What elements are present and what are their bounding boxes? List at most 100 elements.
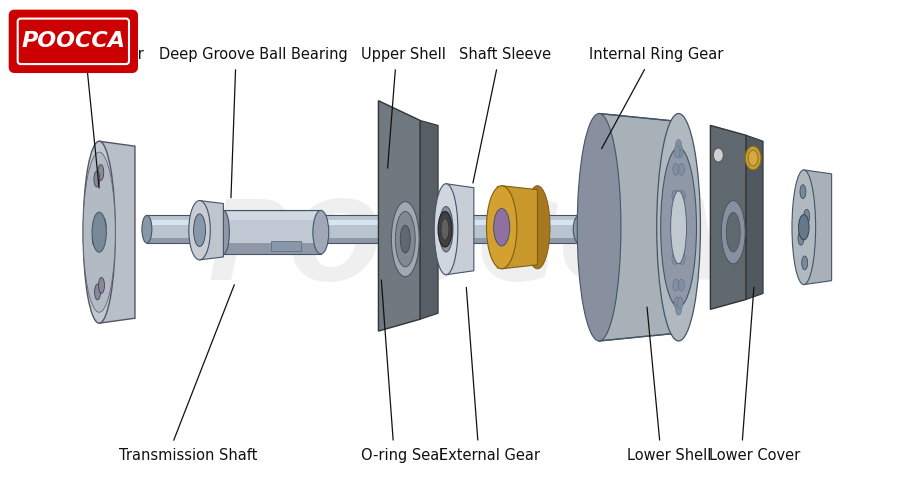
Polygon shape: [501, 186, 537, 269]
Ellipse shape: [680, 252, 685, 264]
Polygon shape: [497, 206, 506, 216]
Ellipse shape: [714, 148, 724, 162]
Polygon shape: [497, 192, 506, 204]
Ellipse shape: [487, 186, 517, 269]
Polygon shape: [804, 170, 832, 284]
Polygon shape: [497, 206, 506, 216]
Ellipse shape: [657, 114, 700, 341]
Polygon shape: [497, 224, 506, 231]
Ellipse shape: [673, 164, 679, 175]
Polygon shape: [446, 184, 474, 274]
Polygon shape: [497, 250, 506, 262]
Ellipse shape: [677, 297, 683, 309]
Ellipse shape: [438, 212, 452, 247]
Text: POOCCA: POOCCA: [208, 196, 727, 304]
Ellipse shape: [673, 279, 679, 291]
Ellipse shape: [100, 218, 106, 234]
Ellipse shape: [441, 218, 449, 240]
Ellipse shape: [434, 184, 458, 274]
Text: Transmission Shaft: Transmission Shaft: [119, 448, 257, 463]
Ellipse shape: [525, 186, 550, 269]
Polygon shape: [497, 224, 506, 231]
Text: Internal Ring Gear: Internal Ring Gear: [589, 47, 723, 62]
Ellipse shape: [674, 297, 680, 309]
Ellipse shape: [661, 148, 697, 307]
Bar: [223, 210, 320, 254]
Ellipse shape: [798, 232, 804, 245]
Text: Deep Groove Ball Bearing: Deep Groove Ball Bearing: [159, 47, 348, 62]
Ellipse shape: [671, 222, 678, 233]
Text: Upper Shell: Upper Shell: [361, 47, 446, 62]
Ellipse shape: [439, 206, 453, 252]
Ellipse shape: [804, 210, 810, 223]
Bar: [147, 220, 580, 225]
Ellipse shape: [792, 170, 815, 284]
Ellipse shape: [392, 202, 419, 276]
Bar: [147, 216, 580, 243]
Ellipse shape: [194, 214, 205, 246]
Ellipse shape: [798, 214, 809, 240]
Ellipse shape: [142, 216, 152, 243]
Ellipse shape: [677, 146, 683, 158]
Polygon shape: [497, 258, 506, 268]
Ellipse shape: [680, 222, 686, 233]
Ellipse shape: [672, 252, 678, 264]
Text: O-ring Seal: O-ring Seal: [361, 448, 443, 463]
Polygon shape: [497, 238, 506, 248]
Polygon shape: [420, 120, 438, 319]
Polygon shape: [497, 258, 506, 268]
Ellipse shape: [745, 146, 761, 170]
Ellipse shape: [676, 303, 681, 315]
Polygon shape: [710, 126, 746, 310]
Ellipse shape: [748, 150, 758, 166]
Ellipse shape: [98, 164, 104, 180]
Ellipse shape: [83, 152, 115, 312]
Text: Shaft Sleeve: Shaft Sleeve: [459, 47, 551, 62]
Ellipse shape: [92, 212, 106, 252]
Ellipse shape: [573, 216, 585, 243]
Ellipse shape: [577, 114, 621, 341]
Ellipse shape: [672, 190, 678, 202]
Text: External Gear: External Gear: [439, 448, 540, 463]
Text: Upper Cover: Upper Cover: [52, 47, 144, 62]
Ellipse shape: [680, 190, 685, 202]
Polygon shape: [497, 238, 506, 248]
Ellipse shape: [674, 146, 680, 158]
Bar: [223, 212, 320, 220]
Polygon shape: [200, 200, 223, 260]
Polygon shape: [497, 192, 506, 204]
Ellipse shape: [802, 256, 807, 270]
Ellipse shape: [800, 184, 806, 198]
Ellipse shape: [670, 191, 687, 264]
Text: POOCCA: POOCCA: [22, 32, 125, 52]
Ellipse shape: [676, 140, 681, 151]
Ellipse shape: [395, 212, 415, 267]
FancyBboxPatch shape: [10, 10, 137, 72]
Ellipse shape: [218, 210, 230, 254]
Ellipse shape: [83, 141, 115, 323]
Ellipse shape: [313, 210, 328, 254]
Ellipse shape: [726, 212, 740, 252]
Ellipse shape: [98, 278, 104, 293]
Bar: [271, 241, 301, 251]
Bar: [251, 234, 279, 241]
Ellipse shape: [679, 279, 684, 291]
Ellipse shape: [400, 226, 410, 253]
Bar: [223, 243, 320, 254]
Ellipse shape: [94, 284, 101, 300]
Text: Lower Cover: Lower Cover: [709, 448, 801, 463]
Ellipse shape: [493, 208, 509, 246]
Ellipse shape: [721, 200, 745, 264]
Polygon shape: [746, 136, 763, 300]
Bar: [147, 238, 580, 243]
Polygon shape: [497, 186, 506, 196]
Ellipse shape: [189, 200, 211, 260]
Ellipse shape: [94, 171, 100, 187]
Ellipse shape: [92, 231, 98, 246]
Polygon shape: [497, 186, 506, 196]
Polygon shape: [497, 250, 506, 262]
Text: Lower Shell: Lower Shell: [627, 448, 712, 463]
Polygon shape: [599, 114, 679, 341]
Ellipse shape: [679, 164, 684, 175]
Polygon shape: [99, 141, 135, 323]
